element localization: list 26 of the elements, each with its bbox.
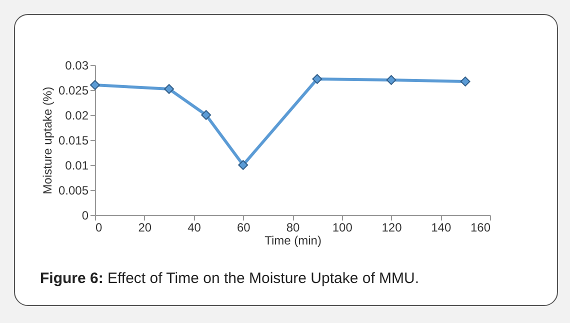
x-tick-label: 0 (96, 220, 102, 234)
point (460, 76, 470, 86)
y-axis-title: Moisture uptake (%) (40, 86, 54, 194)
x-tick-label: 160 (470, 220, 491, 234)
y-tick-label: 0.02 (65, 108, 89, 122)
point (164, 84, 174, 94)
x-tick-label: 100 (332, 220, 353, 234)
point (312, 74, 322, 84)
y-tick-label: 0 (82, 208, 89, 222)
x-tick-label: 140 (431, 220, 452, 234)
x-tick-label: 20 (138, 220, 152, 234)
x-tick-label: 120 (382, 220, 402, 234)
x-tick-label: 80 (286, 220, 300, 234)
y-tick-label: 0.015 (58, 134, 89, 148)
y-tick-label: 0.01 (65, 158, 89, 172)
x-axis-title: Time (min) (264, 234, 322, 248)
point (201, 110, 212, 120)
y-tick-label: 0.025 (58, 84, 89, 98)
y-tick-label: 0.03 (65, 58, 89, 72)
caption: Figure 6: Effect of Time on the Moisture Uptake of MMU. (40, 270, 420, 287)
x-tick-label: 60 (236, 220, 251, 234)
x-tick-label: 40 (188, 220, 202, 234)
point (238, 160, 248, 170)
y-tick-label: 0.005 (58, 184, 89, 198)
point (90, 80, 100, 90)
point (386, 75, 396, 85)
